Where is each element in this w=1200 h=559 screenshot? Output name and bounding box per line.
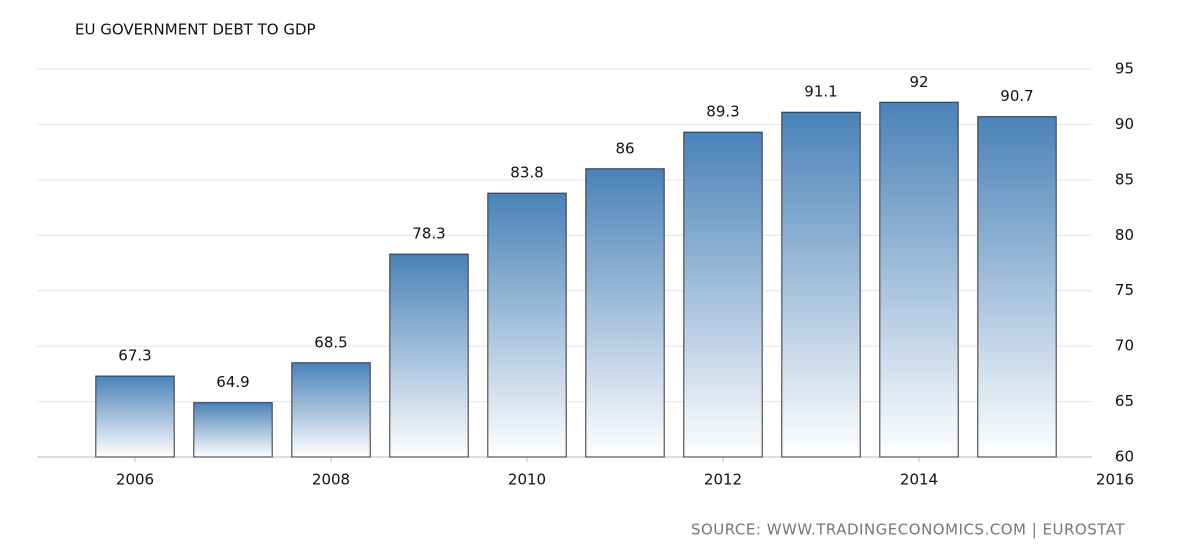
bar xyxy=(487,192,567,458)
value-label: 78.3 xyxy=(412,225,445,243)
source: SOURCE: WWW.TRADINGECONOMICS.COM | EUROS… xyxy=(691,521,1125,539)
y-tick-label: 85 xyxy=(1115,170,1134,188)
value-label: 64.9 xyxy=(216,373,249,391)
bar xyxy=(585,168,665,458)
x-tick-label: 2012 xyxy=(704,471,742,489)
x-tick-label: 2008 xyxy=(312,471,350,489)
value-label: 86 xyxy=(615,139,634,157)
y-tick-label: 95 xyxy=(1115,60,1134,78)
y-tick-label: 90 xyxy=(1115,115,1134,133)
value-label: 92 xyxy=(909,73,928,91)
bar xyxy=(389,253,469,458)
y-tick-label: 80 xyxy=(1115,226,1134,244)
x-tick-label: 2016 xyxy=(1096,471,1134,489)
bar xyxy=(193,402,273,458)
value-label: 67.3 xyxy=(118,347,151,365)
value-label: 83.8 xyxy=(510,164,543,182)
value-label: 68.5 xyxy=(314,333,347,351)
chart-title: EU GOVERNMENT DEBT TO GDP xyxy=(75,21,316,39)
value-label: 91.1 xyxy=(804,83,837,101)
y-tick-label: 60 xyxy=(1115,448,1134,466)
value-label: 90.7 xyxy=(1000,87,1033,105)
bar xyxy=(291,362,371,458)
x-tick-label: 2006 xyxy=(116,471,154,489)
y-tick-label: 70 xyxy=(1115,337,1134,355)
bar xyxy=(683,131,763,458)
bar xyxy=(781,111,861,458)
y-tick-label: 65 xyxy=(1115,392,1134,410)
value-label: 89.3 xyxy=(706,103,739,121)
bar xyxy=(95,375,175,458)
x-tick-label: 2014 xyxy=(900,471,938,489)
bar xyxy=(977,116,1057,458)
y-tick-label: 75 xyxy=(1115,281,1134,299)
bar xyxy=(879,101,959,458)
x-tick-label: 2010 xyxy=(508,471,546,489)
